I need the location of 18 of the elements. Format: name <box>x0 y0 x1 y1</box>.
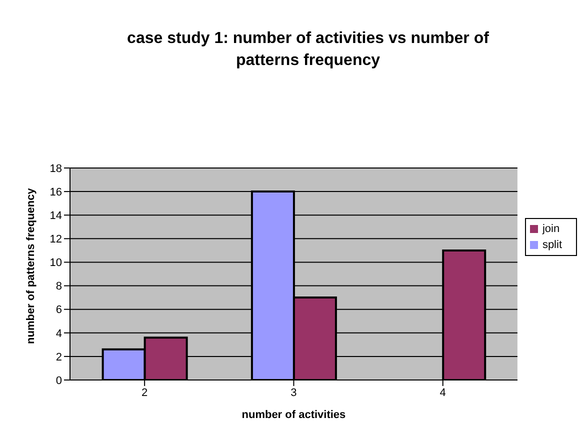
legend-label: join <box>542 223 560 235</box>
x-tick-label: 3 <box>290 386 297 399</box>
y-tick-label: 8 <box>56 280 62 293</box>
x-axis-title: number of activities <box>242 409 346 421</box>
y-tick-label: 12 <box>50 234 62 246</box>
y-tick-label: 4 <box>56 328 62 340</box>
y-tick-label: 2 <box>56 351 62 364</box>
legend-label: split <box>542 239 562 251</box>
y-tick-label: 0 <box>56 374 62 387</box>
y-tick-label: 10 <box>50 257 62 270</box>
y-axis-title: number of patterns frequency <box>24 187 37 344</box>
chart-title: case study 1: number of activities vs number of patterns frequency <box>126 29 490 71</box>
x-tick-label: 4 <box>440 386 446 399</box>
y-tick-label: 16 <box>50 186 62 198</box>
x-tick-label: 2 <box>142 386 148 399</box>
y-tick-label: 18 <box>50 162 62 175</box>
y-tick-label: 6 <box>56 304 62 316</box>
y-tick-label: 14 <box>50 210 62 222</box>
